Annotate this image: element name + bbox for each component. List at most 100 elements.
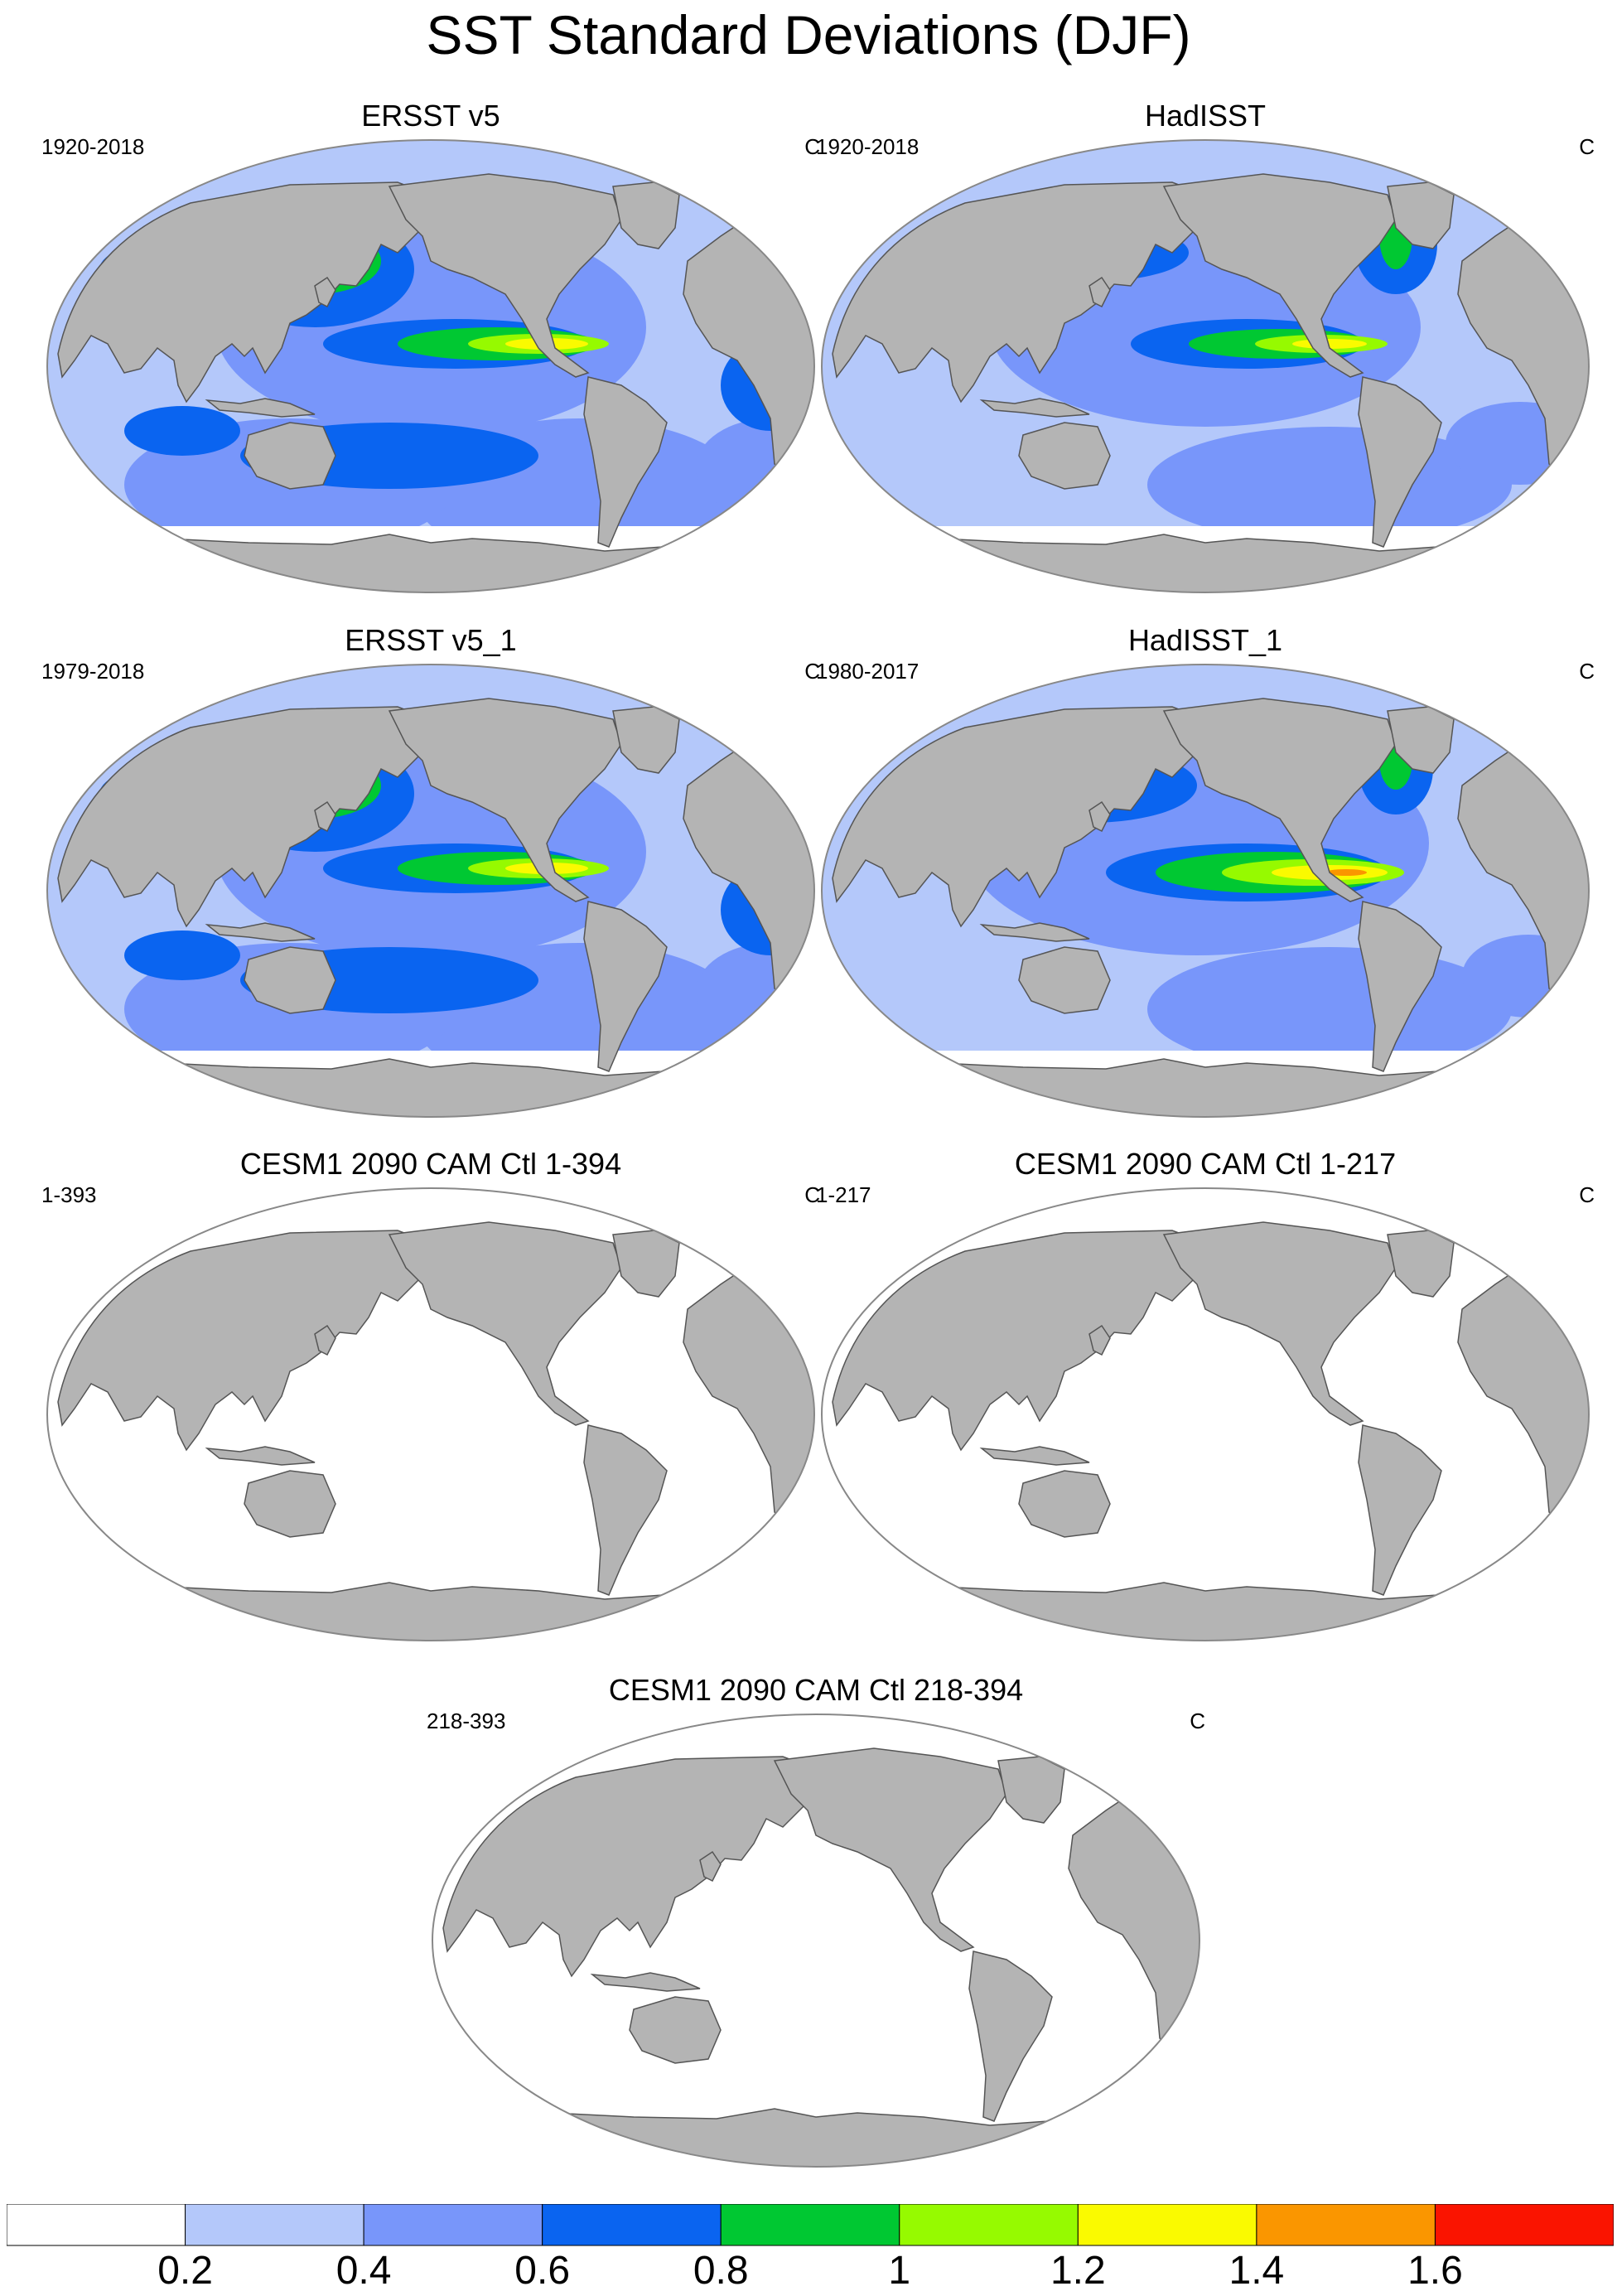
south-america-landmass bbox=[583, 1424, 668, 1596]
world-map-ersst-v5 bbox=[46, 139, 815, 593]
panel-units: C bbox=[804, 659, 820, 684]
map-frame bbox=[821, 139, 1590, 593]
antarctica-landmass bbox=[107, 1582, 788, 1641]
panel-units: C bbox=[1579, 134, 1595, 159]
asia-landmass bbox=[442, 1756, 817, 1978]
indonesia-landmass bbox=[205, 1446, 316, 1466]
south-america-landmass bbox=[583, 376, 668, 548]
colorbar-tick-label: 1.4 bbox=[1229, 2249, 1285, 2287]
map-panel-cesm-1-394: CESM1 2090 CAM Ctl 1-394 1-393 C bbox=[41, 1148, 820, 1645]
indonesia-landmass bbox=[979, 922, 1090, 942]
south-america-landmass bbox=[1358, 1424, 1442, 1596]
colorbar-legend: 0.2 0.4 0.6 0.8 1 1.2 1.4 1.6 bbox=[7, 2204, 1614, 2287]
panel-title: CESM1 2090 CAM Ctl 1-217 bbox=[1014, 1147, 1397, 1181]
indonesia-landmass bbox=[979, 398, 1090, 418]
map-panel-hadisst: HadISST 1920-2018 C bbox=[816, 99, 1595, 597]
colorbar-tick-label: 1.6 bbox=[1407, 2249, 1463, 2287]
sst-contour-region bbox=[124, 930, 240, 980]
map-content bbox=[47, 1188, 814, 1641]
map-frame bbox=[46, 664, 815, 1118]
australia-landmass bbox=[1018, 1470, 1111, 1538]
world-map-cesm-218-394 bbox=[432, 1714, 1200, 2168]
colorbar-box bbox=[1434, 2204, 1614, 2246]
map-panel-ersst-v5-1: ERSST v5_1 1979-2018 C bbox=[41, 624, 820, 1121]
antarctica-landmass bbox=[881, 1058, 1562, 1117]
colorbar-tick-label: 0.6 bbox=[514, 2249, 570, 2287]
australia-landmass bbox=[1018, 422, 1111, 490]
antarctica-landmass bbox=[492, 2108, 1173, 2167]
figure-title: SST Standard Deviations (DJF) bbox=[426, 4, 1191, 65]
antarctica-landmass bbox=[881, 534, 1562, 592]
panel-year-range: 1980-2017 bbox=[816, 659, 920, 684]
world-map-ersst-v5-1 bbox=[46, 664, 815, 1118]
panel-year-range: 1920-2018 bbox=[41, 134, 145, 159]
panel-title: ERSST v5 bbox=[361, 99, 500, 133]
asia-landmass bbox=[832, 1230, 1206, 1452]
colorbar-tick-label: 1.2 bbox=[1050, 2249, 1106, 2287]
antarctica-landmass bbox=[881, 1582, 1562, 1641]
panel-year-range: 1979-2018 bbox=[41, 659, 145, 684]
colorbar-box bbox=[1256, 2204, 1436, 2246]
colorbar-box bbox=[720, 2204, 900, 2246]
panel-year-range: 218-393 bbox=[427, 1709, 506, 1733]
japan-landmass bbox=[314, 800, 336, 833]
colorbar-box bbox=[363, 2204, 543, 2246]
panel-title: CESM1 2090 CAM Ctl 218-394 bbox=[608, 1673, 1024, 1707]
map-panel-cesm-218-394: CESM1 2090 CAM Ctl 218-394 218-393 C bbox=[427, 1674, 1205, 2171]
australia-landmass bbox=[244, 1470, 336, 1538]
sst-contour-region bbox=[1325, 869, 1367, 876]
colorbar-box bbox=[542, 2204, 722, 2246]
antarctica-landmass bbox=[107, 534, 788, 592]
map-panel-hadisst-1: HadISST_1 1980-2017 C bbox=[816, 624, 1595, 1121]
asia-landmass bbox=[57, 181, 432, 404]
australia-landmass bbox=[629, 1996, 722, 2064]
south-america-landmass bbox=[1358, 901, 1442, 1072]
australia-landmass bbox=[1018, 946, 1111, 1014]
world-map-hadisst bbox=[821, 139, 1590, 593]
colorbar-box bbox=[1077, 2204, 1257, 2246]
colorbar-box bbox=[185, 2204, 364, 2246]
japan-landmass bbox=[314, 1324, 336, 1356]
map-panel-cesm-1-217: CESM1 2090 CAM Ctl 1-217 1-217 C bbox=[816, 1148, 1595, 1645]
sst-contour-region bbox=[124, 406, 240, 456]
indonesia-landmass bbox=[205, 398, 316, 418]
panel-title: HadISST_1 bbox=[1127, 623, 1283, 657]
panel-title: HadISST bbox=[1144, 99, 1267, 133]
indonesia-landmass bbox=[205, 922, 316, 942]
panel-units: C bbox=[1579, 1182, 1595, 1207]
colorbar-tick-label: 0.4 bbox=[336, 2249, 392, 2287]
australia-landmass bbox=[244, 422, 336, 490]
colorbar-tick-label: 0.2 bbox=[157, 2249, 213, 2287]
map-content bbox=[432, 1714, 1199, 2167]
panel-title: ERSST v5_1 bbox=[345, 623, 517, 657]
colorbar-tick-label: 1 bbox=[888, 2249, 910, 2287]
japan-landmass bbox=[1088, 1324, 1111, 1356]
colorbar-box bbox=[899, 2204, 1079, 2246]
map-content bbox=[822, 140, 1589, 592]
australia-landmass bbox=[244, 946, 336, 1014]
asia-landmass bbox=[57, 1230, 432, 1452]
asia-landmass bbox=[832, 706, 1206, 928]
japan-landmass bbox=[1088, 800, 1111, 833]
asia-landmass bbox=[57, 706, 432, 928]
map-frame bbox=[432, 1714, 1200, 2168]
japan-landmass bbox=[314, 276, 336, 308]
panel-units: C bbox=[804, 134, 820, 159]
world-map-hadisst-1 bbox=[821, 664, 1590, 1118]
panel-units: C bbox=[804, 1182, 820, 1207]
map-frame bbox=[821, 1187, 1590, 1641]
colorbar-tick-label: 0.8 bbox=[693, 2249, 749, 2287]
panel-year-range: 1-217 bbox=[816, 1182, 871, 1207]
panel-units: C bbox=[1579, 659, 1595, 684]
colorbar-box bbox=[7, 2204, 186, 2246]
indonesia-landmass bbox=[979, 1446, 1090, 1466]
map-content bbox=[47, 140, 814, 592]
south-america-landmass bbox=[968, 1950, 1053, 2122]
panel-units: C bbox=[1190, 1709, 1205, 1733]
indonesia-landmass bbox=[590, 1972, 701, 1992]
panel-title: CESM1 2090 CAM Ctl 1-394 bbox=[239, 1147, 622, 1181]
asia-landmass bbox=[832, 181, 1206, 404]
japan-landmass bbox=[1088, 276, 1111, 308]
map-frame bbox=[46, 139, 815, 593]
world-map-cesm-1-217 bbox=[821, 1187, 1590, 1641]
